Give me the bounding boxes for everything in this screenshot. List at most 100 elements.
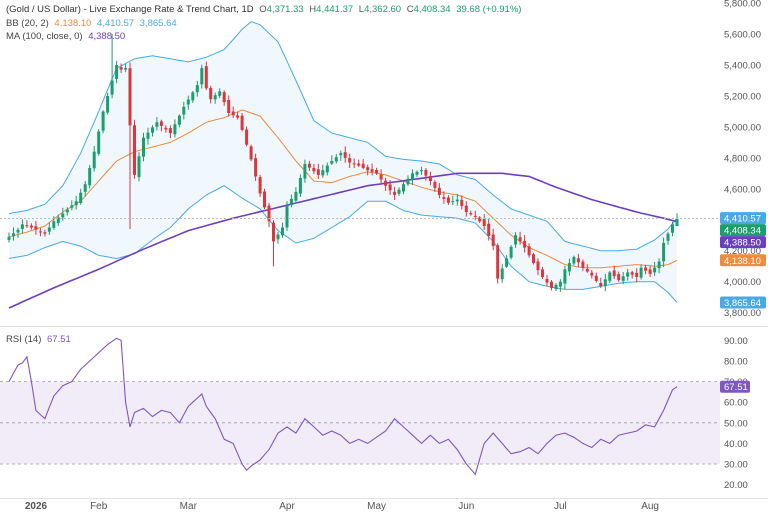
candle-body bbox=[563, 269, 567, 284]
candle-body bbox=[52, 221, 56, 228]
rsi-marker bbox=[720, 380, 750, 393]
rsi-value: 67.51 bbox=[47, 334, 71, 345]
candle-body bbox=[420, 170, 423, 172]
candle-body bbox=[433, 181, 437, 188]
candle-body bbox=[218, 91, 222, 96]
candle-body bbox=[621, 276, 625, 281]
candle-body bbox=[204, 66, 208, 89]
time-label: Mar bbox=[180, 501, 198, 512]
close-value: 4,408.34 bbox=[413, 4, 451, 15]
candle-body bbox=[303, 164, 307, 179]
rsi-panel: 20.0030.0040.0050.0060.0070.0080.0090.00… bbox=[0, 336, 750, 491]
candle-body bbox=[590, 272, 594, 276]
candle-body bbox=[227, 100, 231, 113]
candle-body bbox=[222, 92, 226, 103]
candle-body bbox=[321, 170, 325, 176]
candle-body bbox=[361, 163, 365, 168]
high-value: 4,441.37 bbox=[316, 4, 354, 15]
candle-body bbox=[469, 213, 473, 215]
candle-body bbox=[666, 233, 670, 241]
candle-body bbox=[428, 175, 432, 181]
candle-body bbox=[56, 217, 60, 223]
candle-body bbox=[267, 205, 271, 222]
candle-body bbox=[263, 191, 266, 208]
candle-body bbox=[191, 92, 195, 101]
candle-body bbox=[541, 269, 544, 278]
candle-body bbox=[294, 191, 298, 201]
candle-body bbox=[236, 115, 240, 118]
ma-legend[interactable]: MA (100, close, 0) 4,388.50 bbox=[6, 31, 128, 42]
candle-body bbox=[442, 197, 446, 199]
candle-body bbox=[177, 115, 181, 125]
candle-body bbox=[182, 106, 186, 115]
candle-body bbox=[415, 171, 419, 175]
grid-lines bbox=[0, 326, 768, 499]
candle-body bbox=[168, 128, 172, 134]
bb-upper-line bbox=[8, 21, 678, 252]
candle-body bbox=[209, 87, 213, 100]
rsi-label: RSI (14) bbox=[6, 334, 42, 345]
time-label: Jul bbox=[554, 501, 567, 512]
price-tick-label: 5,400.00 bbox=[724, 61, 761, 72]
candle-body bbox=[272, 222, 275, 242]
price-marker-last bbox=[720, 224, 766, 237]
bb-basis-value: 4,138.10 bbox=[54, 18, 92, 29]
candle-body bbox=[455, 199, 459, 202]
bb-legend[interactable]: BB (20, 2) 4,138.10 4,410.57 3,865.64 bbox=[6, 18, 180, 29]
candle-body bbox=[38, 231, 42, 233]
candle-body bbox=[545, 279, 549, 283]
time-label: Feb bbox=[90, 501, 108, 512]
candle-body bbox=[25, 225, 29, 227]
candle-body bbox=[34, 226, 38, 230]
candle-body bbox=[276, 234, 280, 240]
candle-body bbox=[334, 157, 338, 162]
candle-body bbox=[514, 235, 518, 245]
candle-body bbox=[567, 263, 571, 272]
price-tick-label: 4,000.00 bbox=[724, 277, 761, 288]
candle-body bbox=[500, 268, 504, 280]
candle-body bbox=[424, 169, 428, 176]
candle-body bbox=[88, 167, 92, 186]
rsi-tick-label: 40.00 bbox=[724, 439, 748, 450]
candle-body bbox=[451, 201, 455, 203]
time-label: May bbox=[367, 501, 386, 512]
candle-body bbox=[630, 272, 634, 275]
candle-body bbox=[594, 275, 598, 281]
candle-body bbox=[599, 283, 603, 287]
candle-body bbox=[20, 224, 24, 229]
ohlc-legend: (Gold / US Dollar) - Live Exchange Rate … bbox=[6, 4, 524, 15]
candle-body bbox=[357, 163, 361, 166]
candle-body bbox=[29, 225, 33, 228]
candle-body bbox=[639, 267, 643, 278]
candle-body bbox=[74, 201, 78, 206]
rsi-legend[interactable]: RSI (14) 67.51 bbox=[6, 334, 74, 345]
price-axis: 3,800.004,000.004,200.004,400.004,600.00… bbox=[724, 0, 761, 319]
candle-body bbox=[460, 199, 464, 206]
candle-body bbox=[585, 269, 589, 272]
candle-body bbox=[366, 167, 370, 171]
candle-body bbox=[397, 189, 401, 194]
candle-body bbox=[375, 170, 379, 174]
price-tick-label: 4,800.00 bbox=[724, 153, 761, 164]
candle-body bbox=[7, 236, 11, 240]
candle-body bbox=[240, 115, 244, 130]
candle-body bbox=[487, 223, 491, 236]
candle-body bbox=[133, 125, 136, 175]
bb-lower-line bbox=[8, 185, 678, 303]
candle-body bbox=[285, 205, 289, 228]
candle-body bbox=[603, 279, 607, 287]
low-value: 4,362.60 bbox=[364, 4, 402, 15]
candle-body bbox=[523, 240, 527, 248]
price-marker-label-bb_basis: 4,138.10 bbox=[724, 256, 761, 267]
rsi-tick-label: 20.00 bbox=[724, 480, 748, 491]
bb-upper-value: 4,410.57 bbox=[97, 18, 135, 29]
candle-body bbox=[626, 272, 630, 277]
time-label: Apr bbox=[279, 501, 295, 512]
candle-body bbox=[281, 227, 284, 236]
rsi-tick-label: 30.00 bbox=[724, 460, 748, 471]
price-markers: 4,410.574,408.344,388.50 4,138.10 3,865.64 bbox=[0, 212, 766, 309]
price-tick-label: 5,200.00 bbox=[724, 92, 761, 103]
candle-body bbox=[159, 121, 163, 126]
candle-body bbox=[554, 284, 558, 289]
